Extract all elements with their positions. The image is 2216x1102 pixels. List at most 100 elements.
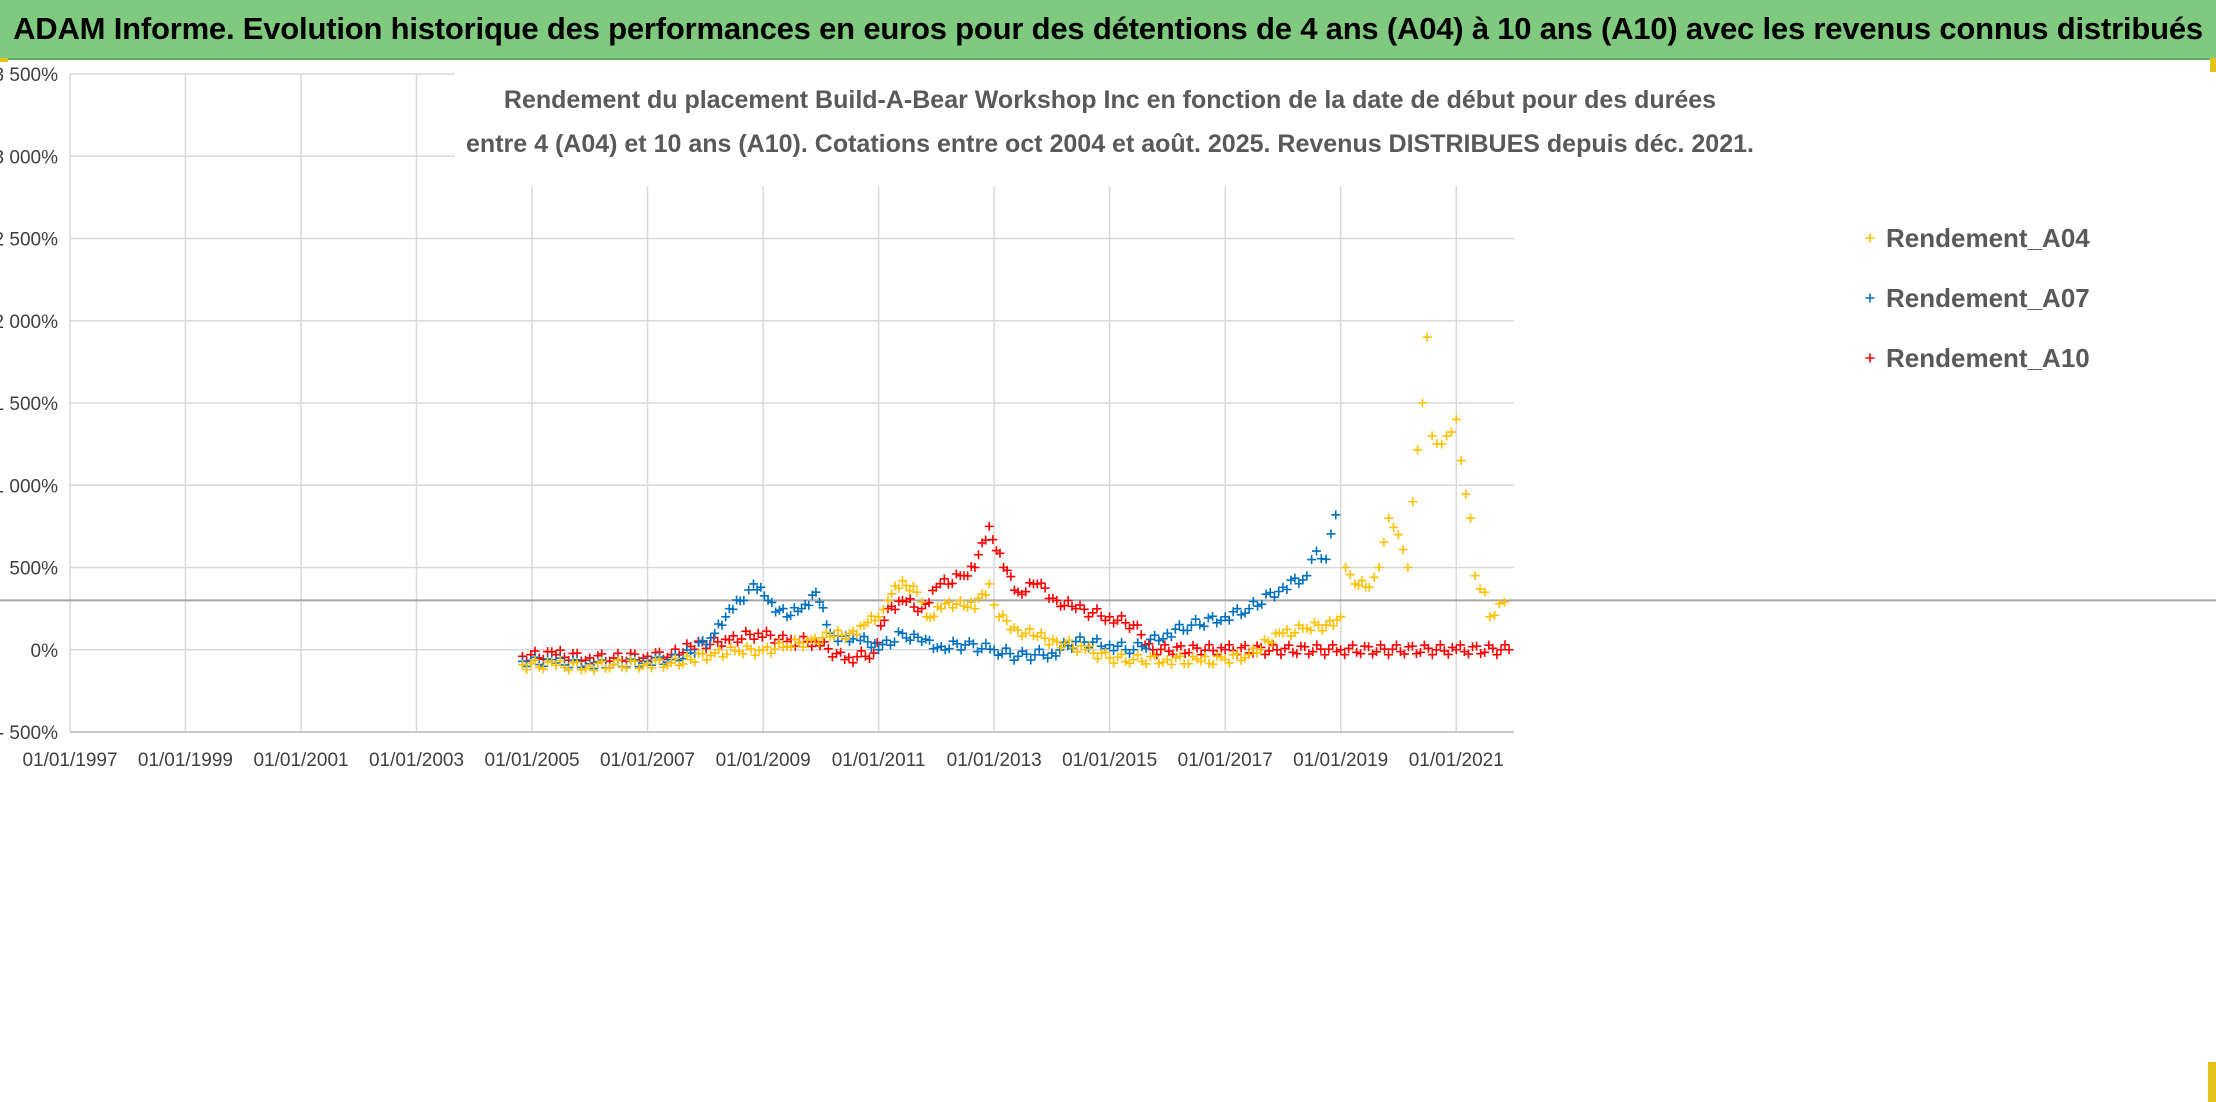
series-rendement-a07-point (739, 595, 749, 605)
series-rendement-a10-point (753, 628, 763, 638)
series-rendement-a04-point (517, 660, 527, 670)
series-rendement-a04-point (766, 648, 776, 658)
series-rendement-a04-point (878, 605, 888, 615)
series-rendement-a04-point (1183, 659, 1193, 669)
series-rendement-a04-point (1328, 621, 1338, 631)
series-rendement-a07-point (956, 645, 966, 655)
series-rendement-a07-point (1248, 596, 1258, 606)
series-rendement-a10-point (1340, 650, 1350, 660)
series-rendement-a10-point (1411, 649, 1421, 659)
series-rendement-a10-point (1059, 601, 1069, 611)
series-rendement-a04-point (970, 604, 980, 614)
series-rendement-a07-point (1109, 646, 1119, 656)
series-rendement-a04-point (1032, 632, 1042, 642)
series-rendement-a04-point (1313, 620, 1323, 630)
series-rendement-a10-point (1052, 595, 1062, 605)
series-rendement-a07-point (1307, 555, 1317, 565)
series-rendement-a04-point (1260, 635, 1270, 645)
series-rendement-a04-point (1267, 638, 1277, 648)
series-rendement-a07-point (1150, 630, 1160, 640)
title-background (455, 66, 1765, 186)
series-rendement-a10-point (1204, 640, 1214, 650)
series-rendement-a04-point (1256, 645, 1266, 655)
series-rendement-a04-point (593, 658, 603, 668)
y-axis-tick-labels: - 500% 0% 500% 1 000% 1 500% 2 000% 2 500% 3 00… (0, 65, 58, 744)
series-rendement-a04-point (887, 589, 897, 599)
series-rendement-a04-point (1422, 332, 1432, 342)
series-rendement-a07-point (1170, 624, 1180, 634)
series-rendement-a07-point (882, 635, 892, 645)
series-rendement-a07-point (893, 627, 903, 637)
series-rendement-a07-point (744, 585, 754, 595)
series-rendement-a10-point (1002, 565, 1012, 575)
series-rendement-a07-point (710, 628, 720, 638)
series-rendement-a07-point (921, 634, 931, 644)
series-rendement-a04-point (863, 618, 873, 628)
series-rendement-a10-point (1443, 649, 1453, 659)
series-rendement-a07-point (1302, 571, 1312, 581)
series-rendement-a04-point (1154, 659, 1164, 669)
series-rendement-a10-point (852, 652, 862, 662)
series-rendement-a07-point (1043, 653, 1053, 663)
series-rendement-a04-point (1076, 641, 1086, 651)
series-rendement-a10-point (1292, 649, 1302, 659)
series-rendement-a04-point (874, 612, 884, 622)
series-rendement-a07-point (1105, 640, 1115, 650)
series-rendement-a04-point (643, 659, 653, 669)
series-rendement-a04-point (883, 595, 893, 605)
series-rendement-a10-point (1480, 647, 1490, 657)
series-rendement-a04-point (647, 663, 657, 673)
y-tick-label: 3 000% (0, 147, 58, 168)
series-rendement-a10-point (1427, 650, 1437, 660)
series-rendement-a10-point (1500, 640, 1510, 650)
series-rendement-a04-point (658, 662, 668, 672)
series-rendement-a07-point (989, 645, 999, 655)
series-rendement-a10-point (766, 630, 776, 640)
corner-accent-bottom-right (2208, 1062, 2216, 1102)
series-rendement-a10-point (844, 652, 854, 662)
series-rendement-a10-point (761, 626, 771, 636)
series-rendement-a07-point (1022, 649, 1032, 659)
series-rendement-a04-point (702, 655, 712, 665)
series-rendement-a07-point (1321, 554, 1331, 564)
series-rendement-a10-point (1308, 647, 1318, 657)
series-rendement-a07-point (1117, 637, 1127, 647)
series-rendement-a10-point (1415, 647, 1425, 657)
series-rendement-a04-point (1117, 649, 1127, 659)
series-rendement-a04-point (1278, 628, 1288, 638)
series-rendement-a04-point (1068, 643, 1078, 653)
series-rendement-a04-point (1499, 597, 1509, 607)
series-rendement-a10-point (1423, 643, 1433, 653)
series-rendement-a04-point (1192, 654, 1202, 664)
series-rendement-a10-point (995, 548, 1005, 558)
series-rendement-a07 (517, 510, 1341, 674)
series-rendement-a04-point (1325, 616, 1335, 626)
series-rendement-a04-point (617, 662, 627, 672)
series-rendement-a10-point (1048, 593, 1058, 603)
series-rendement-a04-point (538, 664, 548, 674)
series-rendement-a04-point (738, 649, 748, 659)
corner-accent-left (0, 58, 8, 62)
series-rendement-a10-point (819, 637, 829, 647)
series-rendement-a04-point (1336, 612, 1346, 622)
series-rendement-a10-point (1391, 640, 1401, 650)
series-rendement-a07-point (1092, 634, 1102, 644)
series-rendement-a04 (517, 332, 1509, 676)
x-tick-label: 01/01/2021 (1409, 750, 1504, 771)
series-rendement-a04-point (1437, 439, 1447, 449)
series-rendement-a10-point (970, 563, 980, 572)
series-rendement-a07-point (1191, 614, 1201, 624)
series-rendement-a07-point (1269, 592, 1279, 602)
series-rendement-a04-point (1056, 643, 1066, 653)
series-rendement-a07-point (1257, 599, 1267, 609)
series-rendement-a07-point (1055, 645, 1065, 655)
series-rendement-a04-point (1133, 650, 1143, 660)
series-rendement-a04-point (1167, 660, 1177, 670)
series-rendement-a07-point (721, 612, 731, 622)
series-rendement-a07-point (1145, 634, 1155, 644)
series-rendement-a04-point (1093, 654, 1103, 664)
series-rendement-a10-point (876, 621, 886, 631)
series-rendement-a04-point (1097, 648, 1107, 658)
series-rendement-a10-point (1216, 643, 1226, 653)
series-rendement-a04-point (576, 665, 586, 675)
